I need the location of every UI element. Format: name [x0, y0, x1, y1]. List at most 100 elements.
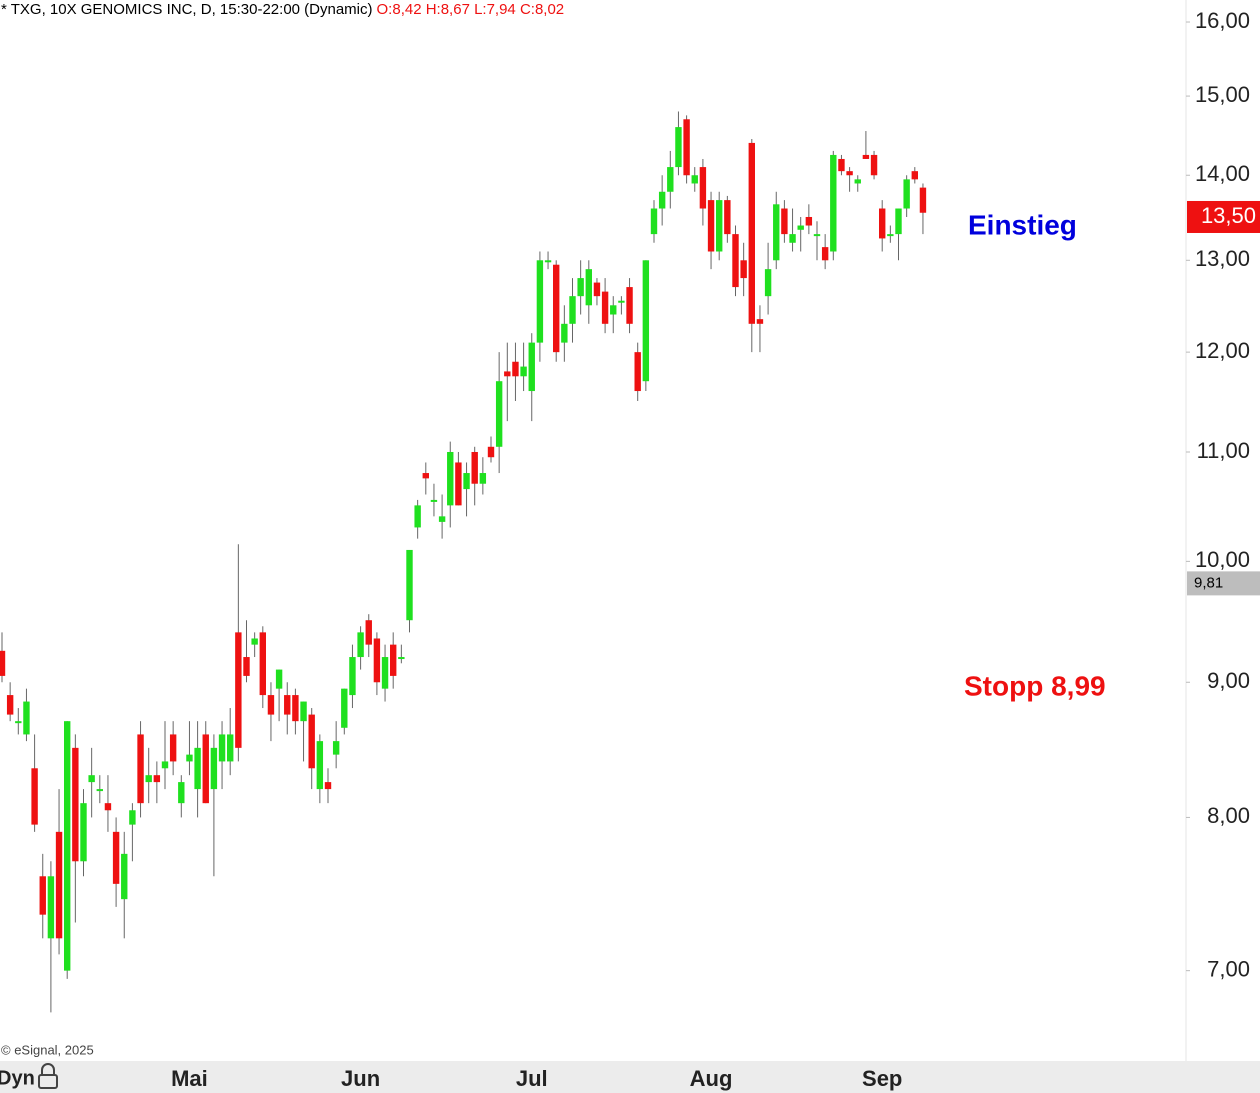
candle-body [471, 451, 478, 484]
candle-body [72, 747, 79, 862]
price-marker-label: 9,81 [1194, 574, 1223, 591]
candle-body [830, 154, 837, 252]
candle-body [553, 264, 560, 353]
candle-body [797, 225, 804, 230]
candle-body [846, 171, 853, 176]
candle-body [210, 747, 218, 790]
price-marker [1187, 571, 1260, 596]
candle-body [667, 167, 674, 192]
candle-body [414, 505, 421, 528]
candle-body [251, 638, 258, 645]
candle-body [634, 352, 641, 392]
candle-body [398, 657, 405, 660]
candle-body [161, 761, 169, 769]
candle-body [805, 216, 813, 226]
candle-body [186, 754, 193, 762]
candle-body [716, 200, 723, 252]
candle-body [724, 200, 731, 235]
candle-body [121, 853, 128, 900]
candle-body [96, 789, 103, 792]
candle-body [259, 632, 266, 696]
candle-body [430, 499, 438, 502]
candle-body [585, 269, 592, 306]
corner [1186, 1061, 1260, 1093]
title: * TXG, 10X GENOMICS INC, D, 15:30-22:00 … [1, 1, 373, 18]
candle-body [6, 695, 14, 715]
candle-body [854, 179, 861, 184]
candle-body [332, 741, 340, 755]
candle-body [88, 775, 95, 783]
x-tick-label: Jul [516, 1066, 548, 1091]
candle-body [292, 695, 299, 722]
candle-body [137, 734, 144, 804]
candle-body [504, 371, 511, 377]
candle-body [495, 381, 503, 447]
candle-body [39, 876, 46, 915]
candle-body [683, 119, 690, 176]
candle-body [243, 657, 250, 676]
candle-body [381, 657, 389, 689]
price-marker [1187, 200, 1260, 233]
candle-body [178, 782, 185, 804]
candle-body [284, 695, 291, 715]
candle-body [528, 342, 535, 392]
candle-body [479, 473, 487, 484]
candle-body [789, 234, 796, 243]
candle-body [487, 446, 495, 458]
y-tick-label: 12,00 [1195, 338, 1250, 363]
candle-body [235, 632, 242, 748]
candle-body [55, 831, 63, 939]
candle-body [756, 319, 764, 324]
y-tick-label: 15,00 [1195, 82, 1250, 107]
x-tick-label: Sep [862, 1066, 902, 1091]
candle-body [218, 734, 226, 762]
candle-body [447, 451, 454, 506]
annotation: Stopp 8,99 [964, 670, 1106, 701]
candle-body [919, 187, 927, 213]
ohlc: O:8,42 H:8,67 L:7,94 C:8,02 [377, 1, 565, 18]
candle-body [349, 657, 356, 696]
candle-body [324, 782, 332, 790]
x-axis-strip [0, 1061, 1186, 1093]
candle-body [618, 300, 625, 303]
candle-body [227, 734, 234, 762]
candle-body [561, 323, 568, 343]
candle-body [463, 473, 470, 490]
mode-label: Dyn [0, 1067, 35, 1089]
candle-body [593, 282, 601, 297]
candle-body [903, 179, 910, 209]
candle-body [732, 234, 739, 288]
x-tick-label: Mai [171, 1066, 208, 1091]
candle-body [308, 714, 315, 769]
candle-body [650, 208, 658, 235]
y-tick-label: 13,00 [1195, 246, 1250, 271]
candle-body [47, 876, 55, 939]
y-tick-label: 16,00 [1195, 8, 1250, 33]
candle-body [569, 296, 576, 324]
candle-body [422, 473, 429, 479]
candle-body [512, 361, 519, 377]
candle-body [202, 734, 209, 804]
y-tick-label: 14,00 [1195, 161, 1250, 186]
candle-body [911, 171, 918, 180]
candle-body [707, 200, 715, 252]
candle-body [536, 260, 544, 343]
y-tick-label: 8,00 [1207, 803, 1250, 828]
candle-body [887, 234, 894, 237]
candle-body [691, 175, 698, 184]
candle-body [129, 810, 136, 825]
candle-body [341, 688, 348, 728]
candle-body [406, 549, 413, 621]
candle-body [520, 366, 527, 377]
candle-body [895, 208, 902, 235]
candle-body [31, 768, 38, 825]
price-marker-label: 13,50 [1201, 203, 1256, 228]
candle-body [773, 204, 780, 261]
candle-body [300, 701, 307, 722]
candle-body [104, 803, 112, 811]
candle-body [145, 775, 152, 783]
candle-body [23, 701, 30, 735]
candle-body [577, 278, 584, 297]
candle-body [870, 154, 878, 176]
